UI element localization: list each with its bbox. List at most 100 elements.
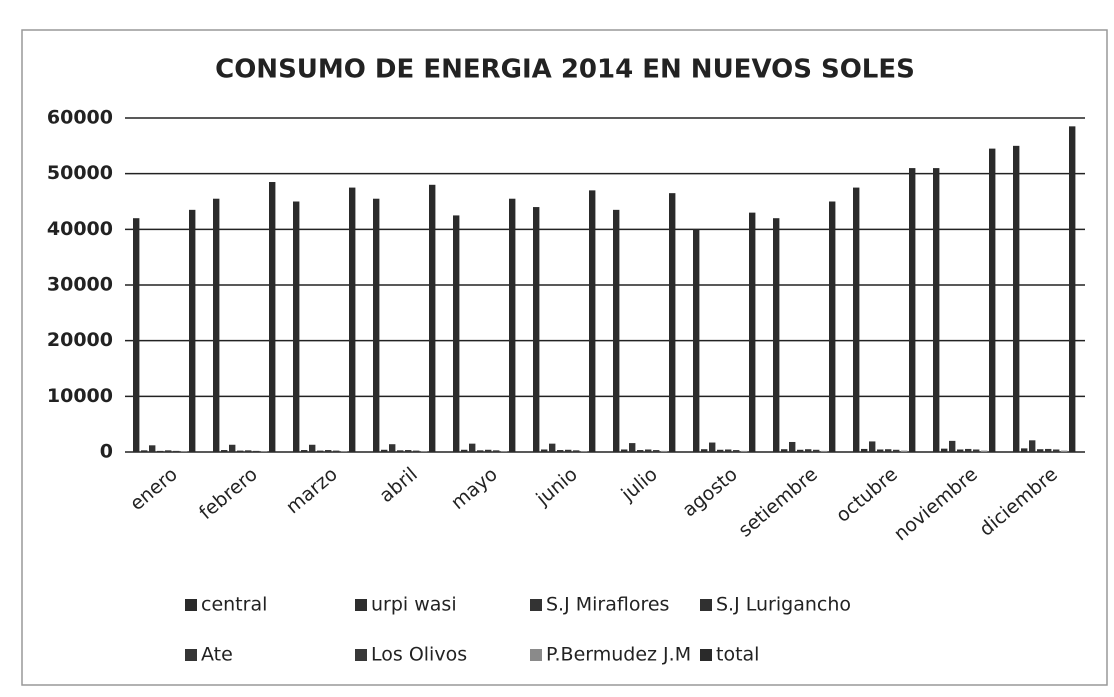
legend-label: Los Olivos <box>371 644 467 666</box>
bar <box>773 218 780 452</box>
bar <box>589 190 596 452</box>
bar <box>397 450 404 452</box>
chart-title: CONSUMO DE ENERGIA 2014 EN NUEVOS SOLES <box>215 55 915 85</box>
y-tick-label: 10000 <box>47 385 113 407</box>
bar <box>1029 440 1036 452</box>
bar <box>781 449 788 452</box>
legend-swatch <box>700 649 712 661</box>
bar <box>701 449 708 452</box>
bar <box>549 443 556 452</box>
legend-swatch <box>700 599 712 611</box>
bar <box>261 451 268 452</box>
bar <box>189 209 196 452</box>
legend-label: urpi wasi <box>371 594 457 616</box>
y-tick-label: 60000 <box>47 107 113 129</box>
bar <box>293 201 300 452</box>
bar <box>141 450 148 452</box>
bar <box>565 449 572 452</box>
bar <box>165 450 172 452</box>
legend-swatch <box>185 649 197 661</box>
bar <box>789 441 796 452</box>
legend-label: total <box>716 644 759 666</box>
bar <box>741 450 748 452</box>
bar <box>621 449 628 452</box>
bar <box>797 449 804 452</box>
y-tick-label: 40000 <box>47 218 113 240</box>
bar <box>1053 449 1060 452</box>
bar <box>541 449 548 452</box>
bar <box>237 450 244 452</box>
bar <box>269 182 276 452</box>
bar <box>733 450 740 452</box>
bar <box>669 193 676 452</box>
bar <box>581 451 588 452</box>
legend-label: S.J Miraflores <box>546 594 669 616</box>
bar <box>149 445 156 452</box>
bar <box>645 449 652 452</box>
bar <box>573 450 580 452</box>
bar <box>493 450 500 452</box>
legend-label: S.J Lurigancho <box>716 594 851 616</box>
y-tick-label: 50000 <box>47 162 113 184</box>
bar <box>389 444 396 452</box>
bar <box>469 443 476 452</box>
bar <box>381 449 388 452</box>
bar <box>981 450 988 452</box>
bar <box>805 449 812 452</box>
bar <box>989 148 996 452</box>
bar <box>717 449 724 452</box>
bar <box>181 451 188 452</box>
y-tick-label: 0 <box>100 441 113 463</box>
bar <box>877 449 884 452</box>
bar <box>637 450 644 452</box>
bar <box>509 198 516 452</box>
bar <box>557 450 564 452</box>
bar <box>965 448 972 452</box>
bar <box>1021 448 1028 452</box>
bar <box>405 450 412 452</box>
legend-swatch <box>185 599 197 611</box>
bar <box>1013 145 1020 453</box>
bar <box>941 448 948 452</box>
bar <box>973 449 980 452</box>
bar <box>725 449 732 452</box>
bar <box>893 449 900 452</box>
bar <box>533 207 540 452</box>
bar <box>301 450 308 452</box>
bar <box>749 212 756 452</box>
bar <box>861 448 868 452</box>
bar <box>477 450 484 452</box>
bar <box>653 450 660 452</box>
bar <box>245 450 252 452</box>
bar <box>133 218 140 452</box>
legend-swatch <box>355 599 367 611</box>
bar <box>325 450 332 452</box>
bar <box>885 449 892 452</box>
bar <box>485 449 492 452</box>
bar <box>349 187 356 453</box>
bar <box>1037 449 1044 452</box>
bar <box>1069 126 1076 452</box>
y-tick-label: 30000 <box>47 274 113 296</box>
bar <box>613 209 620 452</box>
bar <box>213 198 220 452</box>
legend-label: P.Bermudez J.M <box>546 644 691 666</box>
bar <box>957 449 964 452</box>
bar <box>333 450 340 452</box>
legend-label: central <box>201 594 267 616</box>
bar <box>229 444 236 452</box>
bar <box>341 451 348 452</box>
bar <box>421 451 428 452</box>
bar <box>501 451 508 452</box>
bar <box>157 450 164 452</box>
legend-label: Ate <box>201 644 233 666</box>
bar <box>909 168 916 452</box>
bar <box>709 442 716 452</box>
bar <box>829 201 836 452</box>
bar <box>1045 448 1052 452</box>
legend-swatch <box>355 649 367 661</box>
bar <box>933 168 940 452</box>
bar <box>869 441 876 452</box>
bar <box>173 450 180 452</box>
